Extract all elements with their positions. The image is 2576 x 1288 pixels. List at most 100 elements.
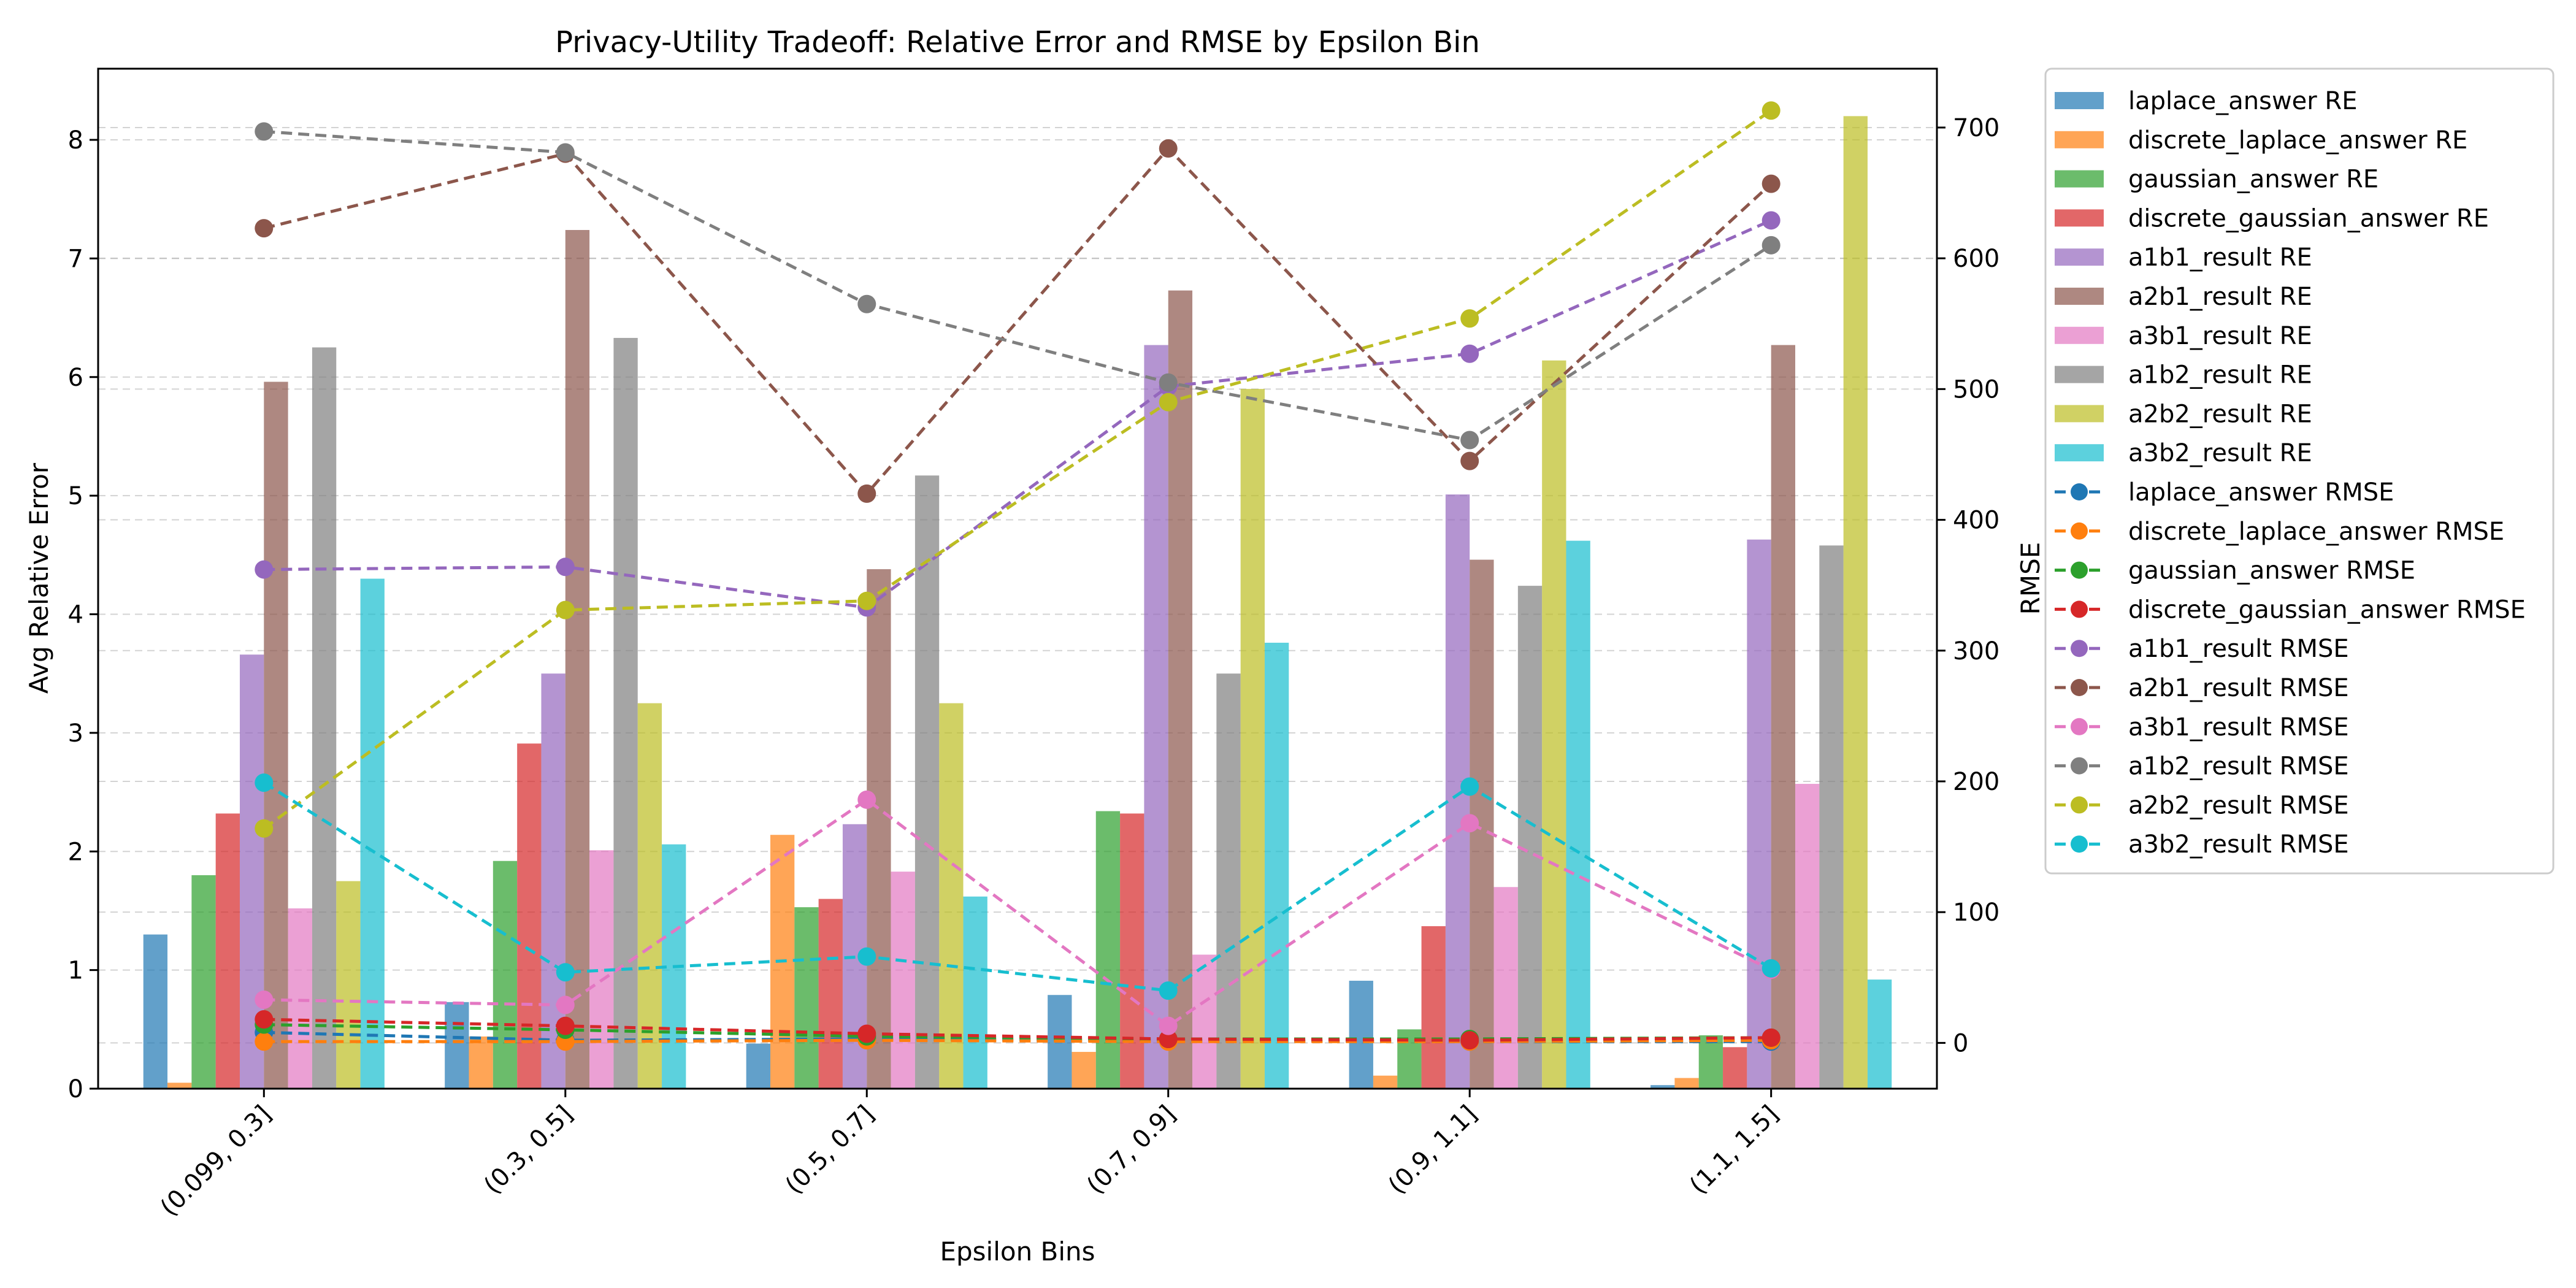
bar-discrete-gaussian-answer-re	[818, 899, 843, 1089]
point-a2b2-result-rmse	[255, 819, 274, 838]
left-y-axis-label: Avg Relative Error	[24, 462, 54, 694]
bar-discrete-laplace-answer-re	[167, 1083, 192, 1089]
legend-marker	[2071, 796, 2088, 814]
point-discrete-gaussian-answer-rmse	[556, 1016, 575, 1035]
point-a3b1-result-rmse	[255, 991, 274, 1010]
legend-marker	[2071, 640, 2088, 657]
right-tick-label: 100	[1953, 899, 1999, 927]
bar-gaussian-answer-re	[1095, 811, 1121, 1089]
point-discrete-gaussian-answer-rmse	[1159, 1029, 1178, 1048]
left-tick-label: 3	[68, 719, 83, 748]
line-layer	[255, 101, 1781, 1051]
legend-items: laplace_answer RE discrete_laplace_answer…	[2055, 87, 2526, 859]
legend-swatch	[2055, 248, 2104, 266]
bar-a2b1-result-re	[867, 569, 891, 1089]
bar-discrete-gaussian-answer-re	[1120, 813, 1144, 1089]
bar-a1b2-result-re	[1819, 545, 1844, 1089]
chart-title: Privacy-Utility Tradeoff: Relative Error…	[555, 25, 1480, 59]
point-a1b2-result-rmse	[1460, 431, 1479, 450]
bar-gaussian-answer-re	[191, 875, 216, 1089]
line-a1b1-result-rmse	[264, 219, 1772, 610]
point-a2b1-result-rmse	[857, 484, 876, 503]
legend-label: a1b2_result RMSE	[2128, 753, 2349, 781]
bar-gaussian-answer-re	[794, 907, 819, 1089]
legend-swatch	[2055, 444, 2104, 462]
plot-frame	[97, 67, 1938, 1090]
bar-discrete-laplace-answer-re	[1674, 1078, 1699, 1089]
bar-discrete-laplace-answer-re	[1071, 1052, 1096, 1089]
bar-a1b1-result-re	[1747, 539, 1771, 1089]
legend-marker	[2071, 718, 2088, 735]
bar-layer	[143, 116, 1892, 1089]
bar-a1b2-result-re	[914, 475, 940, 1089]
x-tick-label: (0.7, 0.9]	[1081, 1100, 1181, 1200]
legend-marker	[2071, 679, 2088, 696]
legend-label: laplace_answer RMSE	[2128, 478, 2394, 507]
legend-label: a3b1_result RE	[2128, 322, 2312, 350]
point-a2b1-result-rmse	[1159, 139, 1178, 158]
bar-a2b1-result-re	[1168, 290, 1193, 1089]
legend-label: a2b1_result RMSE	[2128, 674, 2349, 702]
bar-gaussian-answer-re	[1698, 1035, 1723, 1089]
x-tick-label: (0.099, 0.3]	[155, 1100, 277, 1222]
legend-marker	[2071, 522, 2088, 540]
legend-label: discrete_laplace_answer RMSE	[2128, 518, 2504, 546]
point-a2b1-result-rmse	[1761, 174, 1781, 193]
bar-a1b1-result-re	[1144, 345, 1168, 1089]
line-discrete-gaussian-answer-rmse	[264, 1018, 1771, 1042]
legend-label: a3b1_result RMSE	[2128, 713, 2349, 742]
legend-label: a2b1_result RE	[2128, 283, 2312, 311]
bar-a3b2-result-re	[360, 578, 385, 1089]
legend-label: discrete_laplace_answer RE	[2128, 126, 2467, 155]
left-tick-label: 6	[68, 364, 83, 392]
point-a2b2-result-rmse	[556, 600, 575, 619]
bar-laplace-answer-re	[143, 934, 168, 1089]
point-a3b2-result-rmse	[556, 963, 575, 982]
point-a3b2-result-rmse	[1460, 777, 1479, 796]
x-tick-label: (0.9, 1.1]	[1383, 1100, 1483, 1200]
legend-label: a1b1_result RMSE	[2128, 635, 2349, 663]
point-a2b1-result-rmse	[255, 219, 274, 238]
legend-label: gaussian_answer RE	[2128, 166, 2379, 194]
point-a2b1-result-rmse	[1460, 451, 1479, 470]
point-a2b2-result-rmse	[1159, 393, 1178, 412]
legend-label: a2b2_result RE	[2128, 400, 2312, 428]
legend-swatch	[2055, 405, 2104, 423]
x-axis: (0.099, 0.3] (0.3, 0.5] (0.5, 0.7] (0.7, 0.…	[155, 1089, 1784, 1222]
right-tick-label: 200	[1953, 768, 1999, 796]
point-a2b2-result-rmse	[1460, 309, 1479, 328]
point-a1b1-result-rmse	[556, 558, 575, 577]
point-a1b2-result-rmse	[556, 143, 575, 162]
legend-label: laplace_answer RE	[2128, 87, 2358, 115]
bar-discrete-gaussian-answer-re	[1723, 1047, 1747, 1089]
bar-discrete-gaussian-answer-re	[517, 743, 542, 1089]
point-a3b1-result-rmse	[1460, 814, 1479, 833]
bar-laplace-answer-re	[1650, 1085, 1675, 1089]
legend-swatch	[2055, 288, 2104, 305]
bar-a2b1-result-re	[565, 229, 590, 1089]
left-tick-label: 1	[68, 957, 83, 985]
legend-label: a3b2_result RE	[2128, 439, 2312, 467]
point-a3b1-result-rmse	[1159, 1016, 1178, 1035]
bar-a2b2-result-re	[637, 703, 662, 1089]
legend-swatch	[2055, 326, 2104, 344]
bar-a1b2-result-re	[613, 337, 638, 1089]
legend-swatch	[2055, 170, 2104, 188]
legend-label: discrete_gaussian_answer RMSE	[2128, 596, 2526, 624]
legend-marker	[2071, 561, 2088, 579]
line-a3b1-result-rmse	[264, 797, 1772, 1028]
bar-a2b2-result-re	[1843, 116, 1868, 1089]
right-tick-label: 700	[1953, 114, 1999, 142]
bar-gaussian-answer-re	[493, 861, 518, 1089]
point-a1b2-result-rmse	[1761, 236, 1781, 255]
bar-a3b1-result-re	[288, 908, 312, 1089]
left-y-axis: 0 1 2 3 4 5 6 7 8	[68, 126, 98, 1103]
point-a1b2-result-rmse	[255, 122, 274, 141]
point-a3b2-result-rmse	[1761, 959, 1781, 978]
bar-laplace-answer-re	[746, 1043, 770, 1089]
legend-marker	[2071, 483, 2088, 500]
x-axis-label: Epsilon Bins	[940, 1236, 1095, 1267]
bar-a3b1-result-re	[1493, 887, 1518, 1089]
line-a3b2-result-rmse	[263, 781, 1772, 992]
